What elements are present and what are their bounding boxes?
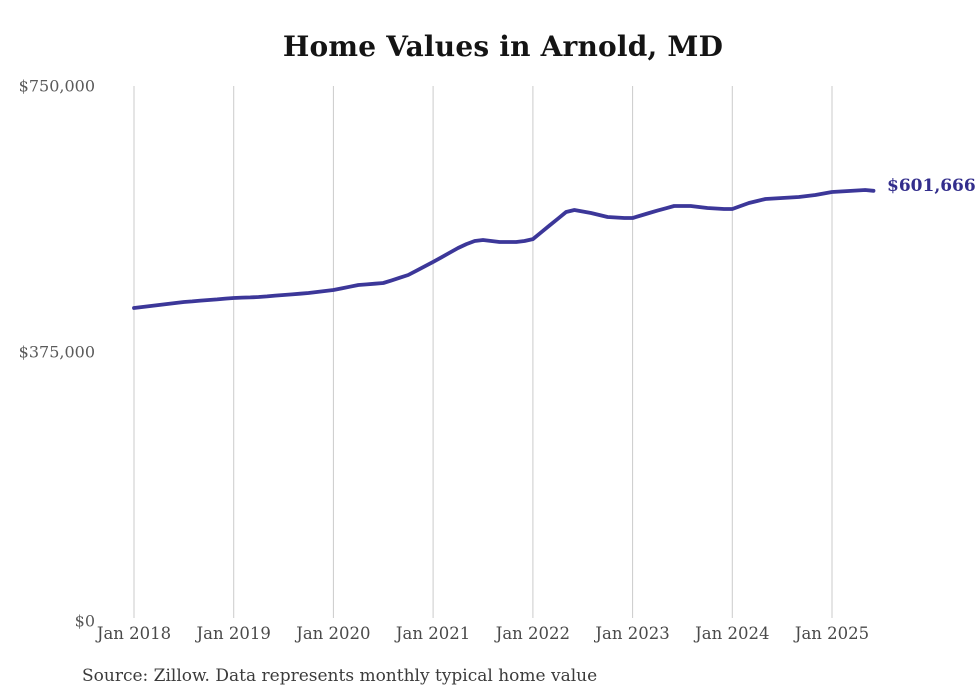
x-tick-label: Jan 2024 xyxy=(695,624,770,643)
x-tick-label: Jan 2023 xyxy=(595,624,670,643)
x-tick-label: Jan 2025 xyxy=(794,624,870,643)
x-tick-label: Jan 2020 xyxy=(296,624,371,643)
y-tick-label: $750,000 xyxy=(18,76,95,96)
x-tick-label: Jan 2022 xyxy=(495,624,571,643)
x-tick-label: Jan 2021 xyxy=(395,624,471,643)
y-tick-label: $375,000 xyxy=(18,342,95,362)
x-tick-label: Jan 2019 xyxy=(196,624,271,643)
x-tick-label: Jan 2018 xyxy=(96,624,172,643)
chart-title: Home Values in Arnold, MD xyxy=(282,30,724,63)
series-end-value-label: $601,666 xyxy=(887,176,976,196)
home-value-line xyxy=(132,188,876,310)
y-tick-label: $0 xyxy=(74,611,95,631)
source-note: Source: Zillow. Data represents monthly … xyxy=(82,666,598,686)
